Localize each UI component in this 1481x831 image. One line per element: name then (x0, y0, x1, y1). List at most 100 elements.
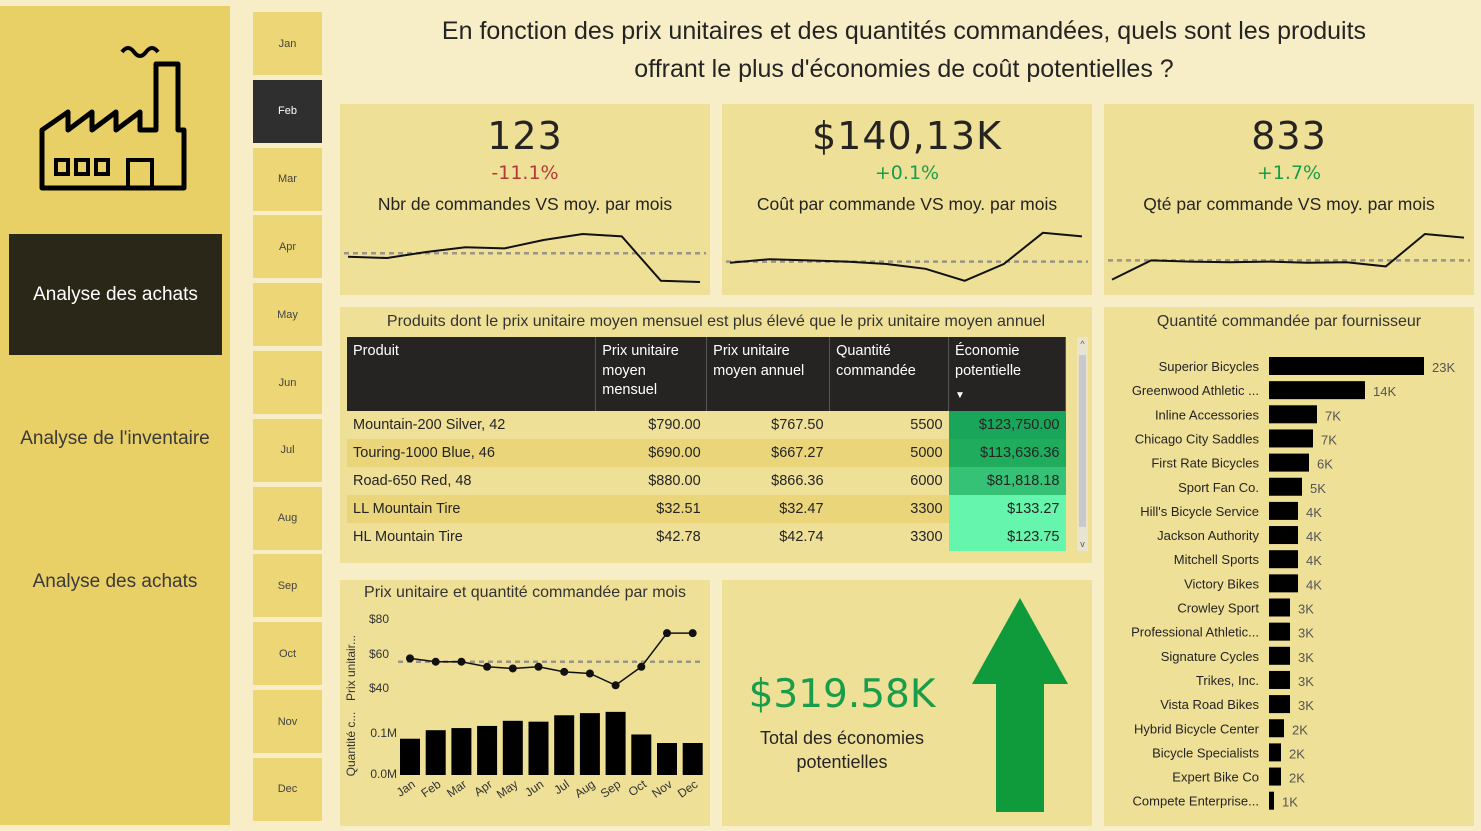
xtick-label: Aug (572, 777, 598, 801)
cell-monthly: $32.51 (595, 495, 707, 523)
cell-annual: $42.74 (706, 523, 830, 551)
cell-product: Mountain-200 Silver, 42 (347, 411, 596, 439)
supplier-value-label: 7K (1321, 432, 1337, 447)
quantity-bar (477, 725, 498, 775)
supplier-bar[interactable] (1269, 453, 1309, 472)
col-header-annual-price[interactable]: Prix unitaire moyen annuel (706, 337, 831, 411)
xtick-label: Jun (522, 777, 546, 800)
total-savings-label-line1: Total des économies (759, 728, 925, 748)
supplier-bar[interactable] (1269, 405, 1317, 424)
supplier-bar[interactable] (1269, 719, 1284, 738)
supplier-bar[interactable] (1269, 501, 1298, 520)
supplier-bar[interactable] (1269, 429, 1313, 448)
cell-product: Touring-1000 Blue, 46 (347, 439, 596, 467)
quantity-bar (502, 720, 523, 775)
nav-button-active[interactable]: Analyse des achats (9, 234, 222, 355)
supplier-label: Sport Fan Co. (1178, 480, 1259, 495)
supplier-value-label: 23K (1432, 360, 1455, 375)
month-button-may[interactable]: May (253, 283, 322, 347)
supplier-bar[interactable] (1269, 477, 1302, 496)
month-button-jan[interactable]: Jan (253, 12, 322, 75)
supplier-bar[interactable] (1269, 670, 1290, 689)
price-point (534, 662, 543, 671)
supplier-bar[interactable] (1269, 550, 1298, 569)
supplier-value-label: 4K (1306, 553, 1322, 568)
supplier-label: Professional Athletic... (1131, 625, 1259, 640)
supplier-label: Chicago City Saddles (1135, 431, 1260, 446)
supplier-bar[interactable] (1269, 767, 1281, 786)
supplier-bar[interactable] (1269, 357, 1424, 375)
cell-qty: 5500 (829, 411, 949, 439)
supplier-label: Crowley Sport (1177, 601, 1259, 616)
col-header-saving[interactable]: Économie potentielle ▼ (948, 337, 1066, 411)
month-button-apr[interactable]: Apr (253, 215, 322, 279)
ytick-bottom-0: 0.1M (370, 726, 397, 740)
supplier-label: Bicycle Specialists (1152, 745, 1259, 760)
kpi-value: 833 (1251, 114, 1327, 158)
supplier-bar[interactable] (1269, 743, 1281, 762)
supplier-bar[interactable] (1269, 791, 1274, 810)
col-header-monthly-price[interactable]: Prix unitaire moyen mensuel (595, 337, 708, 411)
supplier-label: Trikes, Inc. (1196, 673, 1259, 688)
quantity-bar (425, 730, 446, 775)
month-button-mar[interactable]: Mar (253, 147, 322, 211)
kpi-sparkline (1108, 232, 1470, 281)
price-point (431, 657, 440, 666)
cell-monthly: $690.00 (595, 439, 707, 467)
price-point (688, 629, 697, 638)
month-button-aug[interactable]: Aug (253, 486, 322, 550)
kpi-label: Coût par commande VS moy. par mois (756, 194, 1058, 214)
table-row[interactable]: HL Mountain Tire $42.78 $42.74 3300 $123.75 (347, 523, 1066, 551)
scroll-down-icon[interactable]: v (1080, 539, 1085, 549)
month-button-feb[interactable]: Feb (253, 79, 322, 143)
price-point (637, 662, 646, 671)
table-row[interactable]: LL Mountain Tire $32.51 $32.47 3300 $133.27 (347, 495, 1066, 523)
month-button-sep[interactable]: Sep (253, 554, 322, 618)
supplier-value-label: 4K (1306, 577, 1322, 592)
table-row[interactable]: Touring-1000 Blue, 46 $690.00 $667.27 5000 $… (347, 439, 1066, 467)
supplier-label: Hybrid Bicycle Center (1134, 721, 1260, 736)
col-header-quantity[interactable]: Quantité commandée (829, 337, 950, 411)
month-button-oct[interactable]: Oct (253, 622, 322, 686)
table-row[interactable]: Mountain-200 Silver, 42 $790.00 $767.50 550… (347, 411, 1066, 439)
combo-ylabel-top: Prix unitair... (344, 635, 358, 701)
month-button-dec[interactable]: Dec (253, 757, 322, 821)
nav-button-purchases[interactable]: Analyse des achats (32, 571, 198, 592)
month-button-jul[interactable]: Jul (253, 418, 322, 482)
scroll-up-icon[interactable]: ^ (1080, 339, 1085, 349)
supplier-value-label: 2K (1289, 746, 1305, 761)
nav-button-inventory[interactable]: Analyse de l'inventaire (20, 428, 210, 449)
supplier-bar[interactable] (1269, 526, 1298, 545)
table-row[interactable]: Road-650 Red, 48 $880.00 $866.36 6000 $81,81… (347, 467, 1066, 495)
sort-desc-icon: ▼ (955, 389, 965, 401)
table-scrollbar[interactable]: ^ v (1077, 337, 1088, 551)
xtick-label: Sep (598, 777, 624, 801)
page-title-line2: offrant le plus d'économies de coût pote… (634, 55, 1174, 83)
supplier-bar[interactable] (1269, 574, 1298, 593)
supplier-value-label: 4K (1306, 505, 1322, 520)
xtick-label: Dec (675, 777, 701, 801)
kpi-card-quantity: 833 +1.7% Qté par commande VS moy. par m… (1104, 104, 1474, 295)
cell-saving: $123,750.00 (948, 411, 1066, 439)
quantity-bar (400, 738, 420, 775)
supplier-value-label: 3K (1298, 602, 1314, 617)
supplier-bar[interactable] (1269, 646, 1290, 665)
month-button-nov[interactable]: Nov (253, 690, 322, 753)
kpi-card-orders: 123 -11.1% Nbr de commandes VS moy. par … (340, 104, 710, 295)
month-button-jun[interactable]: Jun (253, 351, 322, 414)
scroll-thumb[interactable] (1079, 355, 1086, 527)
xtick-label: Feb (418, 777, 443, 801)
supplier-bar[interactable] (1269, 695, 1290, 714)
product-table-title: Produits dont le prix unitaire moyen men… (386, 313, 1046, 330)
supplier-label: Expert Bike Co (1172, 770, 1259, 785)
quantity-bar (631, 734, 652, 775)
ytick-bottom-1: 0.0M (370, 767, 397, 781)
supplier-bar[interactable] (1269, 622, 1290, 641)
supplier-bar[interactable] (1269, 598, 1290, 617)
col-header-product[interactable]: Produit (347, 337, 597, 411)
supplier-value-label: 6K (1317, 457, 1333, 472)
supplier-bar[interactable] (1269, 381, 1365, 400)
supplier-label: Greenwood Athletic ... (1132, 383, 1259, 398)
cell-annual: $767.50 (706, 411, 830, 439)
price-point (585, 669, 594, 678)
